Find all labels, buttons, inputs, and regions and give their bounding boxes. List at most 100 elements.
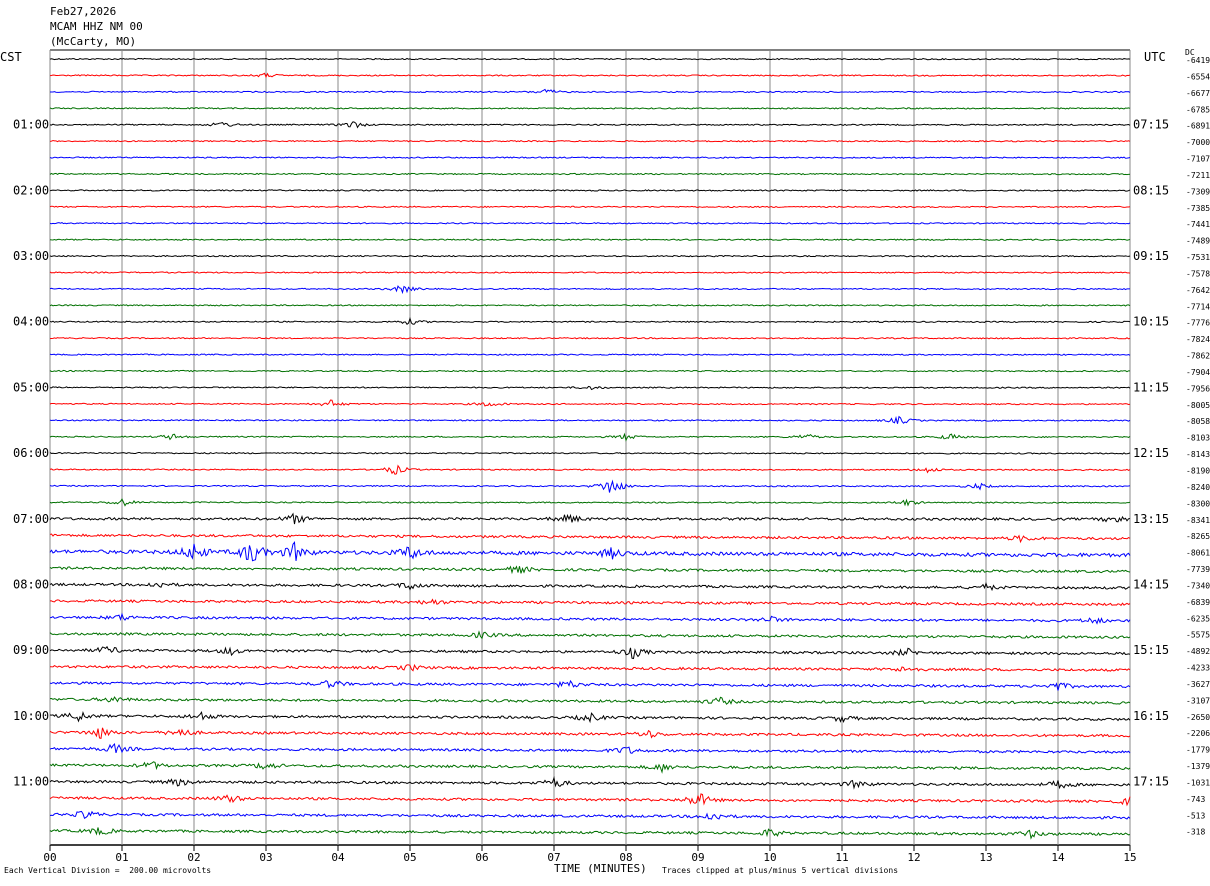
seismic-trace — [49, 793, 1131, 807]
x-tick-label: 03 — [259, 851, 272, 864]
dc-offset-label: -8058 — [1186, 417, 1210, 426]
x-tick-label: 14 — [1051, 851, 1065, 864]
dc-offset-label: -6554 — [1186, 72, 1210, 81]
dc-offset-label: -7309 — [1186, 187, 1210, 196]
seismic-trace — [49, 710, 1131, 724]
right-time-label: 10:15 — [1133, 315, 1169, 329]
x-tick-label: 08 — [619, 851, 632, 864]
right-timezone-label: UTC — [1144, 50, 1166, 64]
seismic-trace — [49, 156, 1131, 159]
seismic-trace — [49, 88, 1131, 94]
right-time-label: 14:15 — [1133, 577, 1169, 591]
dc-offset-label: -8005 — [1186, 401, 1210, 410]
x-tick-label: 04 — [331, 851, 345, 864]
dc-offset-label: -7714 — [1186, 302, 1210, 311]
right-time-label: 11:15 — [1133, 380, 1169, 394]
seismic-trace — [49, 121, 1131, 129]
seismic-trace — [49, 645, 1131, 660]
seismic-trace — [49, 432, 1131, 442]
dc-offset-label: -7211 — [1186, 171, 1210, 180]
right-time-label: 09:15 — [1133, 249, 1169, 263]
dc-offset-label: -1779 — [1186, 746, 1210, 755]
seismic-trace — [49, 222, 1131, 225]
x-tick-label: 10 — [763, 851, 776, 864]
dc-offset-label: -7956 — [1186, 384, 1210, 393]
dc-offset-label: -7904 — [1186, 368, 1210, 377]
station-label: MCAM HHZ NM 00 — [50, 20, 143, 33]
x-tick-label: 05 — [403, 851, 416, 864]
dc-offset-label: -6839 — [1186, 598, 1210, 607]
right-time-label: 13:15 — [1133, 512, 1169, 526]
seismic-trace — [49, 810, 1131, 820]
x-tick-label: 00 — [43, 851, 56, 864]
x-tick-label: 15 — [1123, 851, 1136, 864]
dc-offset-label: -318 — [1186, 828, 1205, 837]
dc-offset-label: -7862 — [1186, 352, 1210, 361]
dc-offset-label: -513 — [1186, 811, 1205, 820]
dc-offset-label: -7441 — [1186, 220, 1210, 229]
dc-offset-label: -5575 — [1186, 631, 1210, 640]
dc-offset-label: -2206 — [1186, 729, 1210, 738]
seismic-trace — [49, 479, 1131, 493]
seismic-trace — [49, 285, 1131, 295]
dc-offset-label: -7642 — [1186, 286, 1210, 295]
right-time-label: 08:15 — [1133, 183, 1169, 197]
seismic-trace — [49, 727, 1131, 740]
seismic-trace — [49, 679, 1131, 691]
seismic-trace — [49, 464, 1131, 475]
seismic-trace — [49, 598, 1131, 607]
left-time-label: 01:00 — [13, 118, 49, 132]
seismic-trace — [49, 337, 1131, 340]
seismic-trace — [49, 238, 1131, 241]
dc-offset-label: -6419 — [1186, 56, 1210, 65]
x-tick-label: 12 — [907, 851, 920, 864]
x-tick-label: 11 — [835, 851, 848, 864]
dc-offset-label: -6235 — [1186, 614, 1210, 623]
seismic-trace — [49, 775, 1131, 790]
right-time-label: 16:15 — [1133, 709, 1169, 723]
left-time-label: 06:00 — [13, 446, 49, 460]
dc-offset-label: -7578 — [1186, 269, 1210, 278]
dc-offset-label: -1031 — [1186, 778, 1210, 787]
left-time-label: 02:00 — [13, 183, 49, 197]
dc-offset-label: -6891 — [1186, 122, 1210, 131]
seismic-trace — [49, 369, 1131, 373]
left-time-label: 03:00 — [13, 249, 49, 263]
seismic-trace — [49, 107, 1131, 110]
x-tick-label: 01 — [115, 851, 128, 864]
seismic-trace — [49, 304, 1131, 307]
date-label: Feb27,2026 — [50, 5, 117, 18]
seismic-trace — [49, 663, 1131, 672]
x-tick-label: 02 — [187, 851, 200, 864]
dc-offset-label: -7824 — [1186, 335, 1210, 344]
right-time-label: 15:15 — [1133, 643, 1169, 657]
seismic-trace — [49, 385, 1131, 391]
seismic-trace — [49, 72, 1131, 79]
scale-note: Each Vertical Division = 200.00 microvol… — [4, 866, 212, 875]
location-label: (McCarty, MO) — [50, 35, 137, 48]
seismic-trace — [49, 533, 1131, 544]
x-axis-title: TIME (MINUTES) — [554, 862, 647, 875]
seismic-trace — [49, 451, 1131, 455]
right-time-label: 17:15 — [1133, 774, 1169, 788]
x-tick-label: 13 — [979, 851, 992, 864]
dc-offset-label: -7489 — [1186, 237, 1210, 246]
right-time-label: 07:15 — [1133, 118, 1169, 132]
seismic-trace — [49, 742, 1131, 754]
seismic-trace — [49, 139, 1131, 143]
left-time-label: 04:00 — [13, 315, 49, 329]
dc-offset-label: -7776 — [1186, 319, 1210, 328]
seismic-trace — [49, 415, 1131, 424]
seismic-trace — [49, 582, 1131, 592]
dc-offset-label: -7739 — [1186, 565, 1210, 574]
dc-offset-label: -7000 — [1186, 138, 1210, 147]
dc-offset-label: -8103 — [1186, 434, 1210, 443]
dc-offset-label: -8341 — [1186, 516, 1210, 525]
dc-offset-label: -8265 — [1186, 532, 1210, 541]
seismic-trace — [49, 172, 1131, 176]
dc-offset-label: -3107 — [1186, 696, 1210, 705]
seismic-trace — [49, 761, 1131, 774]
seismic-trace — [49, 271, 1131, 274]
dc-offset-label: -743 — [1186, 795, 1205, 804]
